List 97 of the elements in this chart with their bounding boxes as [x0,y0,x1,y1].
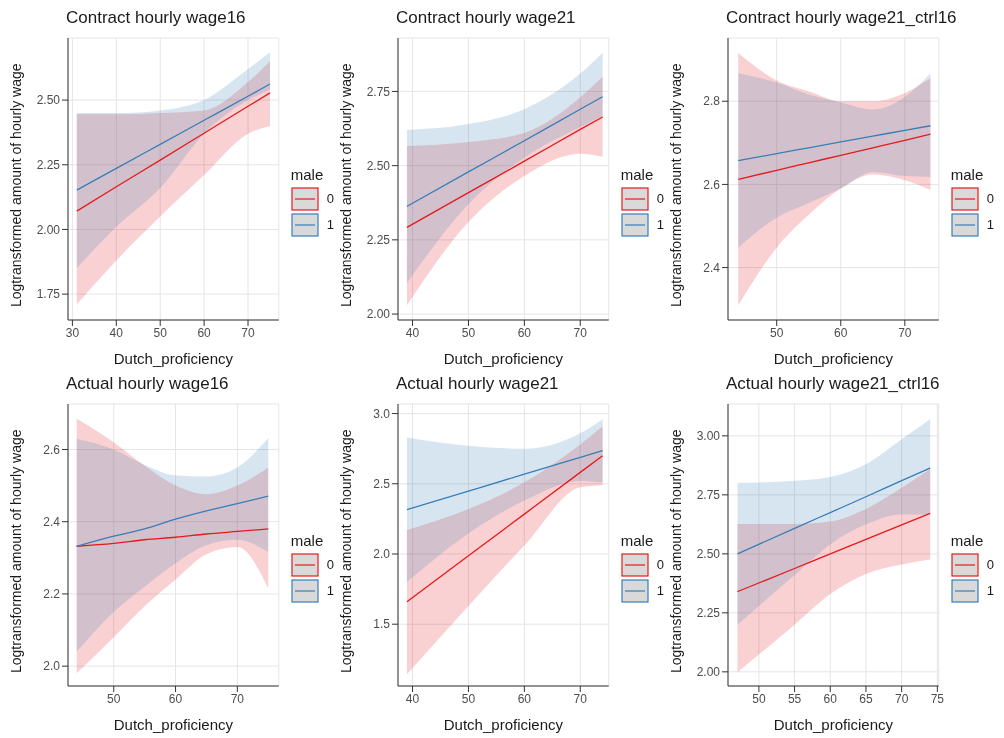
x-tick-label: 50 [770,325,784,340]
line-series [76,495,269,547]
x-tick-label: 75 [930,691,945,706]
legend-label: 1 [986,217,994,232]
y-tick-label: 3.0 [373,406,391,421]
legend-title: male [950,165,985,183]
x-tick-label: 60 [517,691,532,706]
y-tick-label: 2.75 [696,488,721,503]
y-axis-title: Logtransformed amount of hourly wage [337,63,354,307]
y-axis-title: Logtransformed amount of hourly wage [337,429,354,673]
y-tick-label: 2.50 [366,158,391,173]
legend-label: 0 [326,191,334,206]
x-tick-label: 50 [153,325,168,340]
legend-title: male [290,531,325,549]
x-tick-label: 50 [461,691,476,706]
y-tick-label: 3.00 [696,429,721,444]
legend-title: male [620,165,655,183]
line-series [736,467,931,555]
x-tick-label: 65 [859,691,873,706]
y-tick-label: 2.4 [703,260,721,275]
y-tick-label: 2.00 [696,665,721,680]
y-tick-label: 2.0 [43,659,61,674]
legend-label: 0 [656,557,664,572]
y-tick-label: 2.25 [36,158,61,173]
y-tick-label: 2.2 [43,587,61,602]
chart-title: Actual hourly wage21 [395,374,560,395]
legend-label: 0 [656,191,664,206]
y-tick-label: 2.50 [36,93,61,108]
line-series [76,92,271,212]
x-tick-label: 30 [65,325,80,340]
legend-label: 1 [656,217,664,232]
x-tick-label: 50 [752,691,766,706]
x-tick-label: 60 [168,691,183,706]
y-tick-label: 1.5 [373,617,391,632]
y-tick-label: 2.75 [366,84,391,99]
x-tick-label: 70 [573,691,588,706]
x-tick-label: 40 [405,691,420,706]
line-series [406,455,604,603]
x-tick-label: 55 [787,691,802,706]
legend-title: male [620,531,655,549]
chart-title: Actual hourly wage21_ctrl16 [725,374,941,395]
x-axis-title: Dutch_proficiency [443,716,564,733]
x-axis-title: Dutch_proficiency [443,350,564,367]
x-axis-title: Dutch_proficiency [773,716,894,733]
line-series [76,528,269,547]
legend-label: 1 [986,583,994,598]
line-series [76,83,271,191]
chart-title: Contract hourly wage21 [395,8,577,29]
x-tick-label: 40 [109,325,124,340]
x-axis-title: Dutch_proficiency [113,350,234,367]
y-tick-label: 2.00 [36,222,61,237]
legend-label: 0 [986,191,994,206]
legend-title: male [290,165,325,183]
x-tick-label: 70 [898,325,912,340]
legend-label: 1 [326,217,334,232]
x-tick-label: 60 [197,325,212,340]
y-axis-title: Logtransformed amount of hourly wage [7,63,24,307]
line-series [406,96,604,207]
x-axis-title: Dutch_proficiency [773,350,894,367]
legend-title: male [950,531,985,549]
line-series [736,512,931,593]
x-tick-label: 50 [461,325,476,340]
y-tick-label: 2.25 [366,233,391,248]
y-axis-title: Logtransformed amount of hourly wage [667,429,684,673]
y-tick-label: 2.00 [366,307,391,322]
y-tick-label: 2.5 [373,477,391,492]
legend-label: 0 [986,557,994,572]
x-tick-label: 40 [405,325,420,340]
chart-title: Contract hourly wage21_ctrl16 [725,8,958,29]
y-tick-label: 1.75 [36,287,61,302]
x-tick-label: 60 [517,325,532,340]
x-tick-label: 70 [894,691,909,706]
x-tick-label: 50 [107,691,121,706]
x-axis-title: Dutch_proficiency [113,716,234,733]
y-tick-label: 2.50 [696,547,721,562]
legend-label: 1 [326,583,334,598]
y-tick-label: 2.8 [703,94,721,109]
line-series [737,133,932,181]
x-tick-label: 60 [823,691,838,706]
y-tick-label: 2.0 [373,547,391,562]
x-tick-label: 70 [230,691,245,706]
x-tick-label: 70 [241,325,256,340]
x-tick-label: 60 [834,325,848,340]
y-tick-label: 2.6 [43,442,61,457]
legend-label: 0 [326,557,334,572]
line-series [737,125,932,162]
y-axis-title: Logtransformed amount of hourly wage [667,63,684,307]
y-tick-label: 2.4 [43,514,61,529]
x-tick-label: 70 [573,325,588,340]
line-series [406,116,604,229]
y-tick-label: 2.6 [703,177,721,192]
legend-label: 1 [656,583,664,598]
y-tick-label: 2.25 [696,606,721,621]
chart-title: Contract hourly wage16 [65,8,247,29]
y-axis-title: Logtransformed amount of hourly wage [7,429,24,673]
chart-title: Actual hourly wage16 [65,374,230,395]
line-series [406,449,604,511]
